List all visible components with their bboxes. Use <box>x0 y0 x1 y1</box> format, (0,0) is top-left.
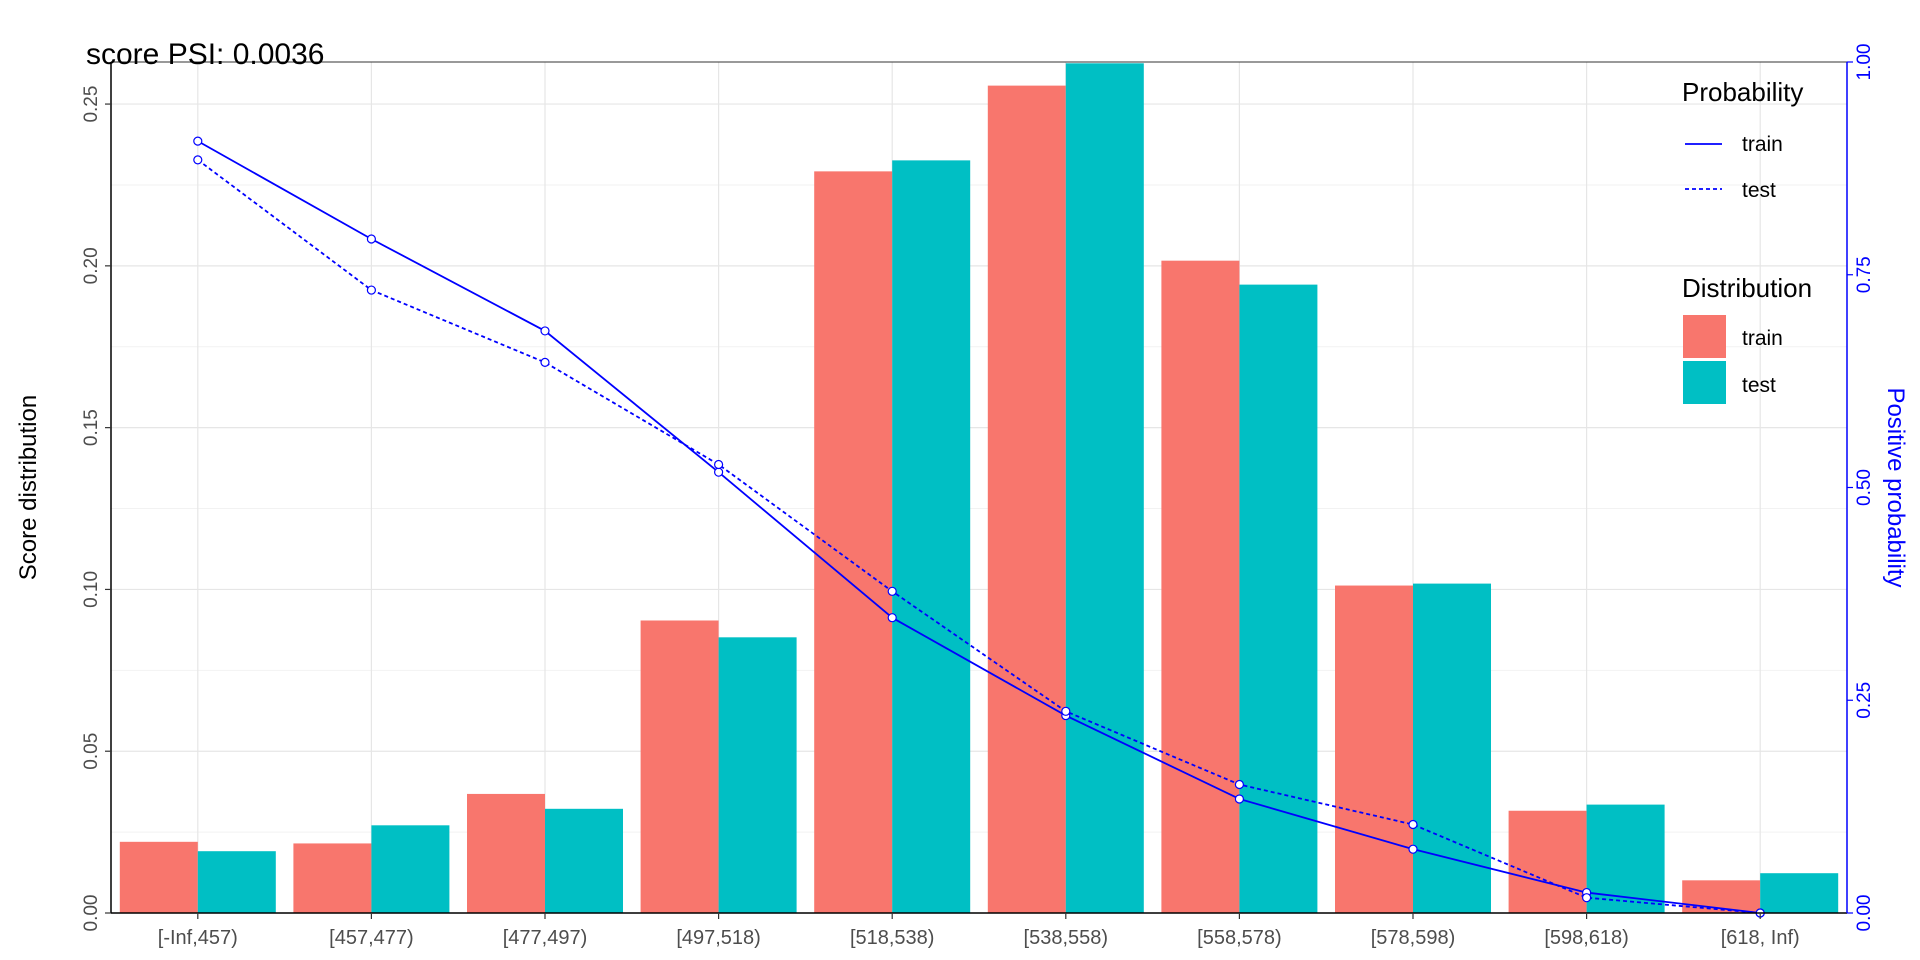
point-test-7 <box>1408 819 1418 830</box>
x-tick-label: [-Inf,457) <box>158 927 238 949</box>
point-test-2 <box>540 357 550 368</box>
x-tick-label: [457,477) <box>329 927 414 949</box>
y-tick-label-left: 0.20 <box>81 247 102 284</box>
point-train-6 <box>1234 794 1245 804</box>
x-tick-label: [598,618) <box>1544 927 1629 949</box>
y-tick-label-right: 1.00 <box>1854 44 1875 81</box>
y-tick-label-right: 0.75 <box>1854 256 1875 293</box>
legend-distribution-test-label: test <box>1742 374 1776 397</box>
bar-test-3 <box>718 637 797 913</box>
legend-probability-test-label: test <box>1742 179 1776 202</box>
legend-train-swatch <box>1683 315 1726 358</box>
bar-test-0 <box>197 851 276 913</box>
bar-train-3 <box>640 620 719 913</box>
point-test-6 <box>1234 779 1245 790</box>
bar-test-4 <box>892 160 971 913</box>
y-axis-title-right: Positive probability <box>1882 387 1909 587</box>
point-test-0 <box>193 155 203 165</box>
point-test-5 <box>1061 706 1071 716</box>
y-tick-label-right: 0.25 <box>1854 682 1875 719</box>
line-test <box>197 159 1761 914</box>
bar-test-7 <box>1413 583 1491 913</box>
y-tick-label-right: 0.00 <box>1854 895 1875 932</box>
x-tick-label: [538,558) <box>1024 927 1109 949</box>
x-tick-label: [477,497) <box>503 927 588 949</box>
bar-train-0 <box>119 841 198 913</box>
point-train-4 <box>887 613 897 623</box>
legend-distribution-title: Distribution <box>1682 273 1812 303</box>
bar-test-6 <box>1239 284 1318 913</box>
y-tick-label-left: 0.05 <box>81 733 102 770</box>
bar-train-7 <box>1335 585 1413 913</box>
legend-probability-train-label: train <box>1742 133 1783 156</box>
bar-train-1 <box>293 843 372 913</box>
y-tick-label-left: 0.25 <box>81 86 102 123</box>
bar-test-1 <box>371 825 450 913</box>
point-test-4 <box>887 586 897 596</box>
legend-distribution-train-label: train <box>1742 327 1783 350</box>
point-train-1 <box>366 234 376 244</box>
y-tick-label-left: 0.15 <box>81 409 102 446</box>
bar-train-8 <box>1508 810 1587 913</box>
x-tick-label: [558,578) <box>1197 927 1282 949</box>
chart-title: score PSI: 0.0036 <box>86 38 324 71</box>
point-test-3 <box>713 459 724 470</box>
y-tick-label-left: 0.10 <box>81 571 102 608</box>
x-tick-label: [618, Inf) <box>1721 927 1800 949</box>
legend-test-swatch <box>1683 361 1726 404</box>
bar-train-5 <box>987 85 1066 913</box>
bar-test-5 <box>1065 63 1144 913</box>
x-tick-label: [497,518) <box>676 927 761 949</box>
legend-probability-title: Probability <box>1682 77 1803 107</box>
x-tick-label: [518,538) <box>850 927 935 949</box>
bar-train-2 <box>467 793 545 913</box>
line-train <box>197 140 1761 914</box>
y-tick-label-left: 0.00 <box>81 895 102 932</box>
y-axis-title-left: Score distribution <box>15 395 42 580</box>
plot-background <box>111 62 1847 913</box>
point-train-3 <box>713 467 724 477</box>
point-train-0 <box>193 136 203 146</box>
x-tick-label: [578,598) <box>1371 927 1456 949</box>
bar-train-4 <box>814 171 893 914</box>
point-train-2 <box>540 326 550 336</box>
bar-test-9 <box>1760 873 1839 913</box>
point-test-1 <box>366 285 376 295</box>
y-tick-label-right: 0.50 <box>1854 469 1875 506</box>
bar-train-6 <box>1161 260 1240 913</box>
point-train-7 <box>1408 844 1418 854</box>
bar-test-2 <box>545 808 623 913</box>
point-test-8 <box>1581 893 1592 903</box>
